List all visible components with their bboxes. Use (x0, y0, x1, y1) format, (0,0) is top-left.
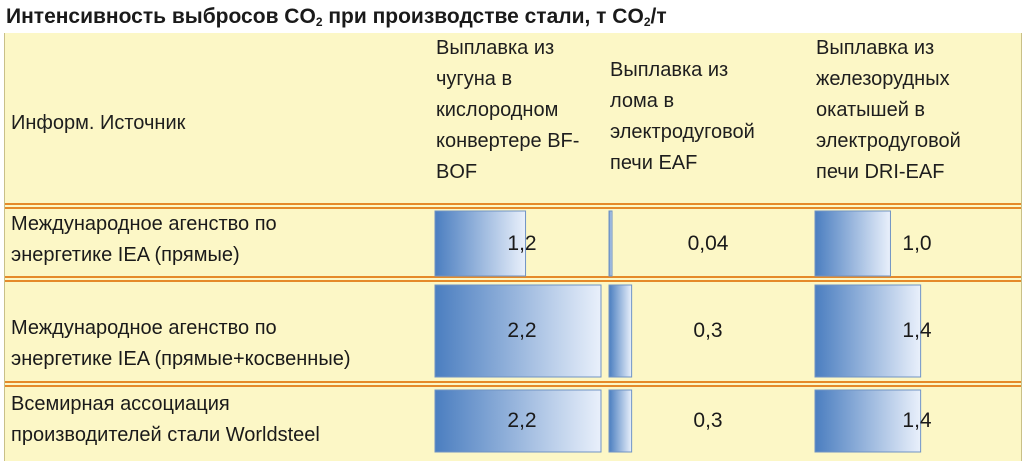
header-col-dri-eaf: Выплавка из железорудных окатышей в элек… (816, 37, 961, 183)
data-label: 0,3 (693, 409, 723, 432)
data-label: 1,0 (902, 231, 932, 255)
data-bar (814, 210, 891, 277)
data-bar (434, 210, 527, 277)
data-label: 1,4 (902, 409, 932, 432)
row-source-iea-total: Международное агенство по энергетике IEA… (11, 317, 351, 370)
data-bar (814, 284, 922, 378)
data-label: 2,2 (507, 319, 537, 342)
row-source-iea-direct: Международное агенство по энергетике IEA… (11, 213, 277, 266)
data-label: 1,2 (507, 231, 537, 255)
header-col-eaf: Выплавка из лома в электродуговой печи E… (610, 59, 755, 174)
row-separator (5, 381, 1021, 387)
data-label: 1,4 (902, 319, 932, 342)
data-label: 2,2 (507, 409, 537, 432)
row-separator (5, 203, 1021, 209)
header-col-bf-bof: Выплавка из чугуна в кислородном конверт… (436, 37, 580, 183)
data-bar (434, 389, 602, 453)
data-bar (608, 284, 633, 378)
data-bar (814, 389, 922, 453)
data-label: 0,04 (687, 231, 729, 255)
header-source: Информ. Источник (11, 112, 186, 134)
row-separator (5, 276, 1021, 282)
data-label: 0,3 (693, 319, 723, 342)
data-bars (434, 210, 922, 453)
chart-title: Интенсивность выбросов CO2 при производс… (6, 5, 667, 29)
data-bar (608, 210, 613, 277)
data-bar (434, 284, 602, 378)
row-source-worldsteel: Всемирная ассоциация производителей стал… (11, 393, 320, 446)
data-table: Информ. Источник Выплавка из чугуна в ки… (4, 33, 1022, 461)
data-bar (608, 389, 633, 453)
